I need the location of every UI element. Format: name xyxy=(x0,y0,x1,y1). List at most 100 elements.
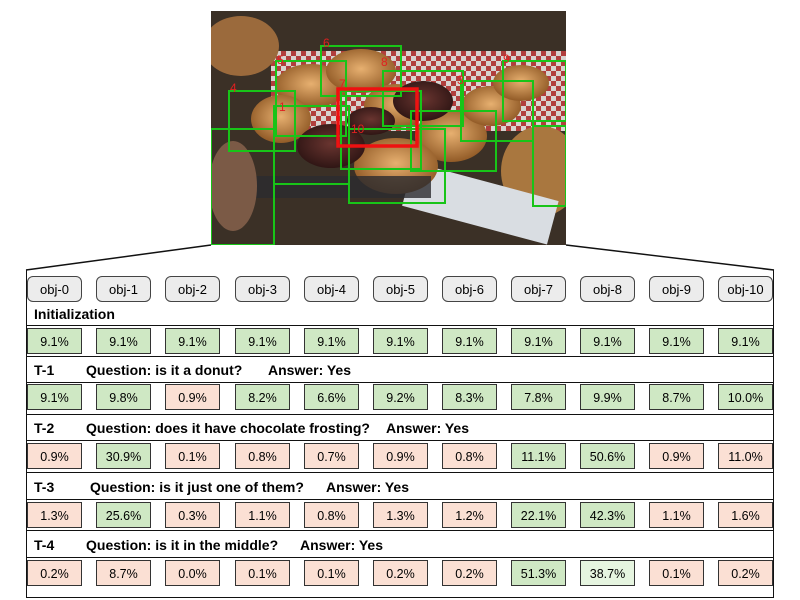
object-chip: obj-10 xyxy=(718,276,773,302)
object-chip: obj-9 xyxy=(649,276,704,302)
probability-cell: 1.1% xyxy=(649,502,704,528)
bbox-label: 6 xyxy=(323,36,330,50)
object-chip: obj-7 xyxy=(511,276,566,302)
answer-text: Answer: Yes xyxy=(300,537,384,553)
probability-cell: 0.9% xyxy=(649,443,704,469)
bbox xyxy=(275,60,347,137)
probability-cell: 51.3% xyxy=(511,560,566,586)
question-text: Question: is it just one of them? xyxy=(90,479,304,495)
probability-cell: 42.3% xyxy=(580,502,635,528)
probability-cell: 0.1% xyxy=(165,443,220,469)
probability-cell: 6.6% xyxy=(304,384,359,410)
question-text: Question: is it a donut? xyxy=(86,362,243,378)
probability-cell: 0.9% xyxy=(165,384,220,410)
probability-cell: 0.2% xyxy=(373,560,428,586)
donut xyxy=(493,65,549,101)
bbox xyxy=(211,128,275,245)
probability-cell: 9.1% xyxy=(580,328,635,354)
turn-label: T-2 xyxy=(34,420,55,436)
probability-cell: 8.7% xyxy=(96,560,151,586)
object-chip: obj-8 xyxy=(580,276,635,302)
object-chip: obj-3 xyxy=(235,276,290,302)
bbox-label: 1 xyxy=(279,100,286,114)
bbox-label: 7 xyxy=(339,77,346,91)
initialization-label: Initialization xyxy=(34,306,115,322)
object-chip: obj-0 xyxy=(27,276,82,302)
probability-cell: 38.7% xyxy=(580,560,635,586)
donut xyxy=(415,110,487,162)
divider xyxy=(26,325,774,326)
divider xyxy=(26,499,774,500)
object-chip: obj-6 xyxy=(442,276,497,302)
probability-cell: 0.2% xyxy=(442,560,497,586)
answer-text: Answer: Yes xyxy=(326,479,410,495)
bbox xyxy=(532,125,566,207)
probability-cell: 9.1% xyxy=(96,328,151,354)
object-chip: obj-4 xyxy=(304,276,359,302)
tray xyxy=(251,176,431,198)
probability-cell: 9.2% xyxy=(373,384,428,410)
probability-cell: 1.3% xyxy=(27,502,82,528)
probability-cell: 9.1% xyxy=(649,328,704,354)
probability-cell: 0.2% xyxy=(27,560,82,586)
probability-cell: 0.1% xyxy=(235,560,290,586)
object-chip: obj-5 xyxy=(373,276,428,302)
divider xyxy=(26,356,774,357)
bbox-label: 3 xyxy=(457,73,464,87)
bbox-label: 10 xyxy=(351,122,365,136)
probability-cell: 0.1% xyxy=(649,560,704,586)
detection-photo: 1 4 5 6 7 8 3 9 10 xyxy=(211,11,566,245)
probability-cell: 9.1% xyxy=(165,328,220,354)
divider xyxy=(26,382,774,383)
connector-right xyxy=(565,244,775,271)
probability-cell: 0.8% xyxy=(235,443,290,469)
probability-cell: 8.7% xyxy=(649,384,704,410)
object-chip: obj-1 xyxy=(96,276,151,302)
bbox-label: 4 xyxy=(230,81,237,95)
probability-cell: 1.6% xyxy=(718,502,773,528)
probability-cell: 0.8% xyxy=(442,443,497,469)
price-tag xyxy=(402,162,559,245)
probability-cell: 0.0% xyxy=(165,560,220,586)
probability-cell: 30.9% xyxy=(96,443,151,469)
probability-cell: 9.1% xyxy=(511,328,566,354)
bbox xyxy=(382,70,464,127)
divider xyxy=(26,472,774,473)
probability-cell: 9.1% xyxy=(27,328,82,354)
divider xyxy=(26,414,774,415)
bbox-label: 5 xyxy=(277,53,284,67)
bbox xyxy=(228,90,296,152)
question-text: Question: does it have chocolate frostin… xyxy=(86,420,370,436)
bbox-label: 9 xyxy=(503,52,510,66)
probability-cell: 11.0% xyxy=(718,443,773,469)
probability-cell: 1.1% xyxy=(235,502,290,528)
bbox xyxy=(348,128,446,204)
probability-cell: 0.9% xyxy=(373,443,428,469)
probability-cell: 0.9% xyxy=(27,443,82,469)
hand xyxy=(211,141,257,231)
probability-cell: 1.3% xyxy=(373,502,428,528)
answer-text: Answer: Yes xyxy=(268,362,352,378)
turn-label: T-4 xyxy=(34,537,55,553)
probability-cell: 0.2% xyxy=(718,560,773,586)
divider xyxy=(26,440,774,441)
probability-cell: 0.8% xyxy=(304,502,359,528)
probability-cell: 11.1% xyxy=(511,443,566,469)
probability-panel xyxy=(26,270,774,598)
bbox-label: 8 xyxy=(381,55,388,69)
bbox xyxy=(460,80,534,142)
probability-cell: 0.3% xyxy=(165,502,220,528)
probability-cell: 9.1% xyxy=(442,328,497,354)
pastry-topleft xyxy=(211,16,279,76)
probability-cell: 8.2% xyxy=(235,384,290,410)
selected-bbox xyxy=(336,87,419,148)
turn-label: T-3 xyxy=(34,479,55,495)
probability-cell: 9.1% xyxy=(27,384,82,410)
probability-cell: 50.6% xyxy=(580,443,635,469)
question-text: Question: is it in the middle? xyxy=(86,537,279,553)
divider xyxy=(26,557,774,558)
probability-cell: 10.0% xyxy=(718,384,773,410)
probability-cell: 25.6% xyxy=(96,502,151,528)
probability-cell: 7.8% xyxy=(511,384,566,410)
divider xyxy=(26,530,774,531)
